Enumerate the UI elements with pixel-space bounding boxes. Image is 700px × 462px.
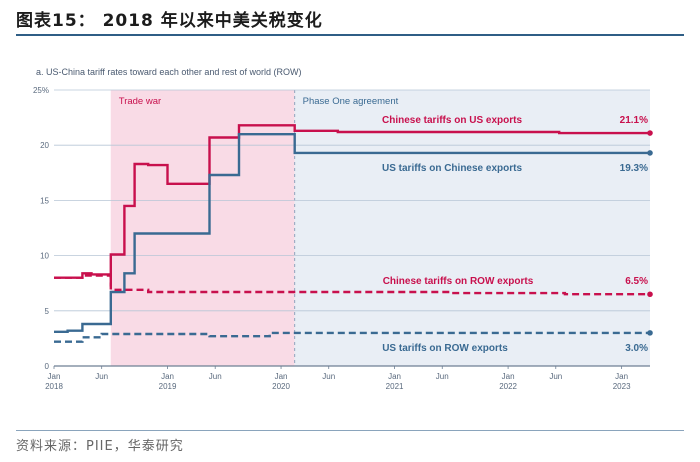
- y-tick-label: 5: [45, 307, 50, 316]
- y-tick-label: 25%: [33, 86, 49, 95]
- series-line-chinese-tariffs-on-us-exports: [54, 124, 650, 287]
- y-tick-labels: 0 5 10 15 20 25%: [33, 86, 50, 371]
- x-tick-label: Jan: [615, 372, 628, 381]
- source-note: 资料来源：PIIE，华泰研究: [16, 439, 184, 454]
- chart-subtitle: a. US-China tariff rates toward each oth…: [36, 67, 301, 77]
- y-tick-label: 10: [40, 252, 49, 261]
- x-tick-label: Jun: [436, 372, 449, 381]
- period-label-phase-one-agreement: Phase One agreement: [303, 96, 399, 107]
- series-name-label-us-tariffs-on-chinese-exports: US tariffs on Chinese exports: [382, 163, 522, 174]
- period-label-trade-war: Trade war: [119, 96, 161, 107]
- period-band-trade-war: [110, 90, 295, 366]
- period-bands: Trade war Phase One agreement: [110, 90, 650, 366]
- x-tick-year-label: 2020: [272, 382, 290, 391]
- series-end-value-chinese-tariffs-on-us-exports: 21.1%: [620, 115, 648, 126]
- y-tick-label: 15: [40, 196, 49, 205]
- x-tick-label: Jan: [502, 372, 515, 381]
- figure-title: 图表15： 2018 年以来中美关税变化: [16, 11, 323, 31]
- series-end-point-us-tariffs-on-chinese-exports: [647, 150, 653, 156]
- series-name-label-chinese-tariffs-on-row-exports: Chinese tariffs on ROW exports: [383, 276, 534, 287]
- footer-rule: [16, 430, 684, 431]
- x-tick-year-label: 2023: [613, 382, 631, 391]
- x-tick-label: Jan: [388, 372, 401, 381]
- x-tick-label: Jan: [275, 372, 288, 381]
- x-tick-year-label: 2022: [499, 382, 517, 391]
- x-tick-year-label: 2018: [45, 382, 63, 391]
- series-lines: [54, 124, 653, 343]
- y-tick-label: 20: [40, 141, 49, 150]
- tariff-line-chart: a. US-China tariff rates toward each oth…: [33, 67, 653, 391]
- period-band-phase-one-agreement: [294, 90, 650, 366]
- x-tick-label: Jun: [322, 372, 335, 381]
- x-tick-year-label: 2021: [386, 382, 404, 391]
- series-line-chinese-tariffs-on-row-exports: [54, 274, 650, 296]
- x-tick-label: Jan: [48, 372, 61, 381]
- series-labels: Chinese tariffs on US exports 21.1% US tar…: [382, 115, 648, 354]
- series-end-point-chinese-tariffs-on-row-exports: [647, 291, 653, 298]
- x-tick-label: Jan: [161, 372, 174, 381]
- x-tick-label: Jun: [209, 372, 222, 381]
- y-tick-label: 0: [45, 362, 50, 371]
- series-line-us-tariffs-on-chinese-exports: [54, 133, 650, 333]
- series-end-value-us-tariffs-on-row-exports: 3.0%: [625, 343, 648, 354]
- series-name-label-chinese-tariffs-on-us-exports: Chinese tariffs on US exports: [382, 115, 522, 126]
- title-rule: [16, 34, 684, 36]
- series-end-point-us-tariffs-on-row-exports: [647, 330, 653, 336]
- series-name-label-us-tariffs-on-row-exports: US tariffs on ROW exports: [382, 343, 508, 354]
- x-tick-year-label: 2019: [159, 382, 177, 391]
- series-end-point-chinese-tariffs-on-us-exports: [647, 130, 653, 136]
- series-end-value-us-tariffs-on-chinese-exports: 19.3%: [620, 163, 648, 174]
- x-tick-label: Jun: [95, 372, 108, 381]
- series-end-value-chinese-tariffs-on-row-exports: 6.5%: [625, 276, 648, 287]
- x-tick-label: Jun: [549, 372, 562, 381]
- y-gridlines: [54, 89, 650, 367]
